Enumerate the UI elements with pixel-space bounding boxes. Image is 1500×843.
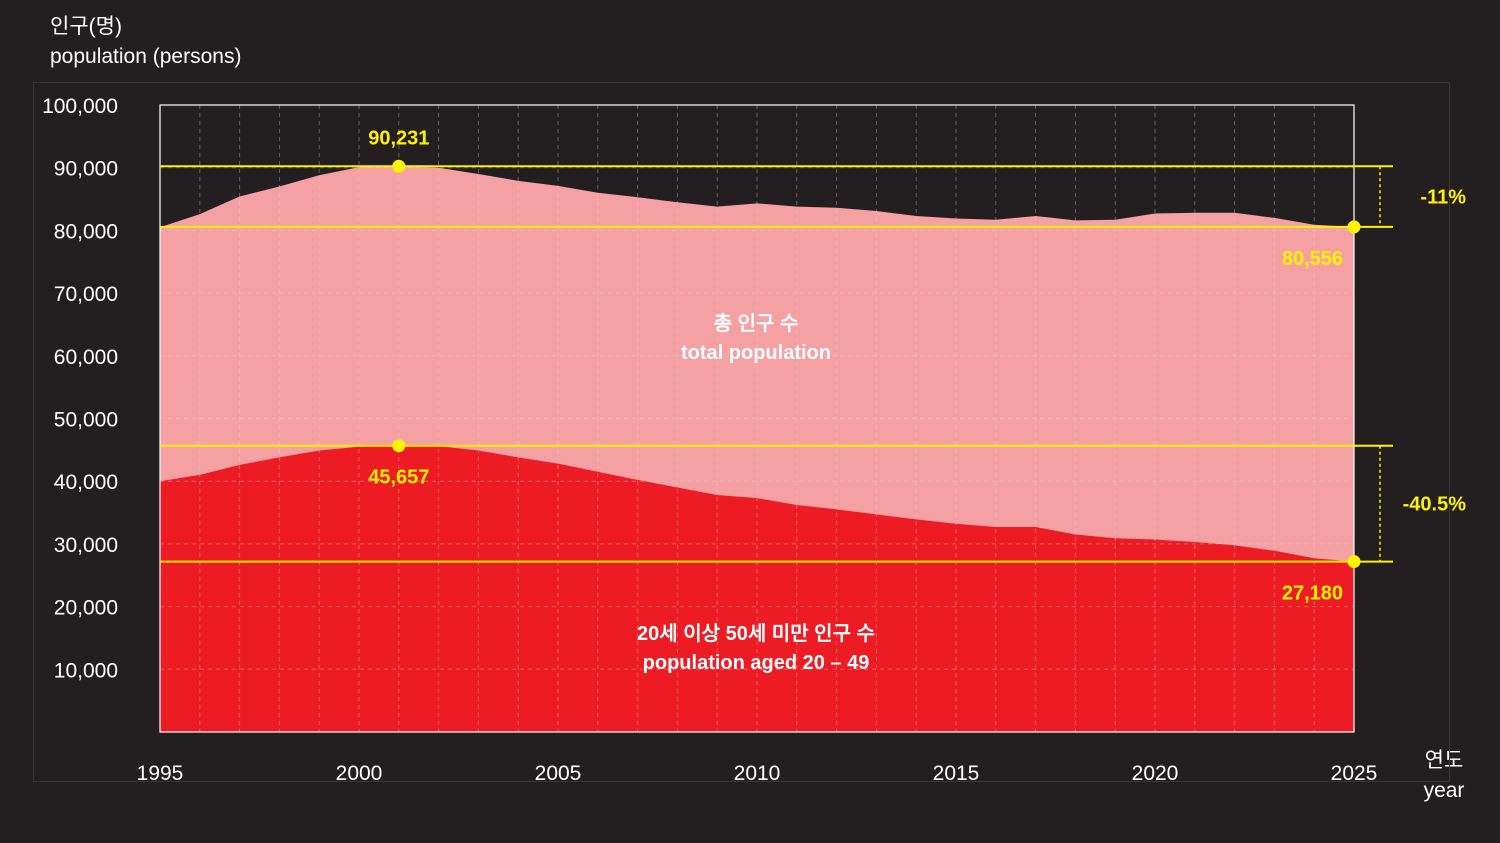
x-tick-label: 2025 bbox=[1331, 762, 1378, 785]
x-axis-title-en: year bbox=[1423, 779, 1465, 802]
x-tick-label: 2000 bbox=[336, 762, 383, 785]
y-tick-label: 90,000 bbox=[54, 158, 118, 181]
y-tick-label: 50,000 bbox=[54, 409, 118, 432]
series-label-ko: 20세 이상 50세 미만 인구 수 bbox=[637, 622, 875, 645]
change-label-aged-20-49: -40.5% bbox=[1403, 494, 1467, 516]
series-label-en: total population bbox=[681, 342, 831, 364]
x-axis-title: 연도 year bbox=[1408, 746, 1480, 806]
data-point-marker bbox=[392, 439, 406, 453]
data-point-marker bbox=[1347, 555, 1361, 569]
x-tick-label: 2020 bbox=[1132, 762, 1179, 785]
y-tick-label: 70,000 bbox=[54, 283, 118, 306]
y-tick-label: 10,000 bbox=[54, 659, 118, 682]
x-axis-title-ko: 연도 bbox=[1424, 749, 1464, 772]
change-label-total: -11% bbox=[1420, 187, 1466, 209]
data-value-label: 90,231 bbox=[368, 127, 429, 149]
data-value-label: 45,657 bbox=[368, 467, 429, 489]
data-point-marker bbox=[392, 159, 406, 173]
outer-frame bbox=[33, 82, 1450, 782]
y-tick-label: 30,000 bbox=[54, 534, 118, 557]
series-label-en: population aged 20 – 49 bbox=[643, 652, 870, 674]
series-label-ko: 총 인구 수 bbox=[714, 312, 799, 335]
x-tick-label: 2010 bbox=[734, 762, 781, 785]
plot-frame bbox=[159, 104, 1355, 733]
y-axis-title-ko: 인구(명) bbox=[50, 15, 122, 38]
x-tick-label: 2015 bbox=[933, 762, 980, 785]
y-tick-label: 100,000 bbox=[42, 95, 118, 118]
y-tick-label: 20,000 bbox=[54, 597, 118, 620]
data-point-marker bbox=[1347, 220, 1361, 234]
y-axis-title-en: population (persons) bbox=[50, 45, 242, 68]
x-tick-label: 1995 bbox=[137, 762, 184, 785]
area-series-aged-20-49 bbox=[160, 445, 1354, 732]
y-tick-label: 60,000 bbox=[54, 346, 118, 369]
y-tick-label: 80,000 bbox=[54, 220, 118, 243]
y-axis-title: 인구(명) population (persons) bbox=[50, 12, 241, 72]
y-tick-label: 40,000 bbox=[54, 471, 118, 494]
x-tick-label: 2005 bbox=[535, 762, 582, 785]
data-value-label: 27,180 bbox=[1282, 583, 1343, 605]
data-value-label: 80,556 bbox=[1282, 248, 1343, 270]
